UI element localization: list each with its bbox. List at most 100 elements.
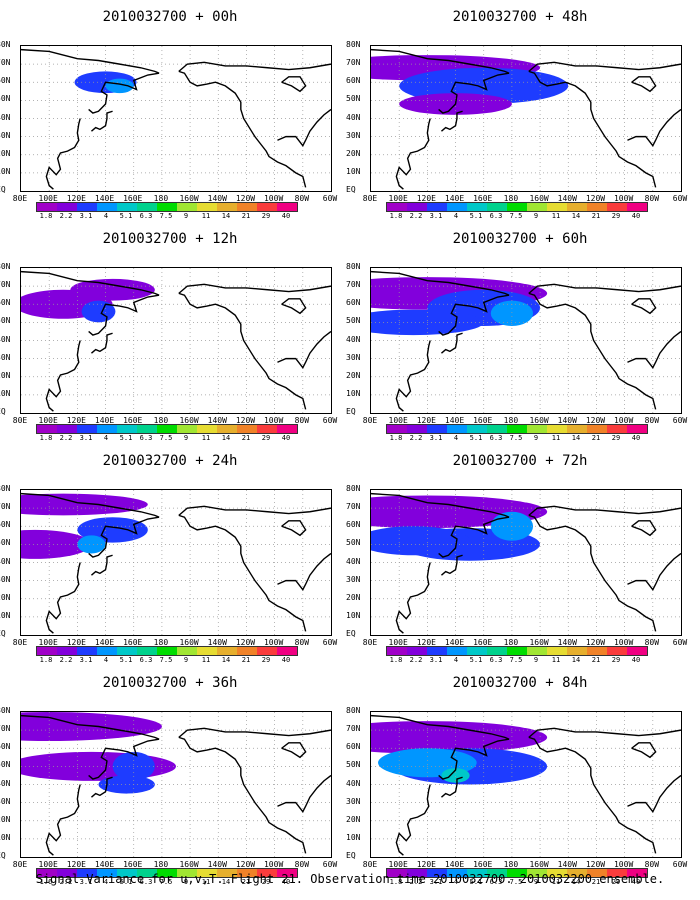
colorbar-label: 29 [611, 656, 621, 664]
x-axis-label: 180 [153, 416, 169, 425]
x-axis-label: 100W [263, 638, 284, 647]
y-axis-label: 80N [346, 262, 361, 271]
coastline [395, 784, 431, 856]
coastline [21, 48, 160, 74]
colorbar-label: 29 [261, 434, 271, 442]
map-svg [21, 712, 331, 857]
colorbar-label: 5.1 [469, 434, 483, 442]
colorbar-swatch [237, 203, 257, 211]
x-axis-label: 160W [529, 194, 549, 203]
panel-title: 2010032700 + 84h [452, 675, 588, 691]
coastline [440, 332, 463, 354]
y-axis-label: EQ [346, 185, 356, 194]
coastline [528, 514, 657, 632]
colorbar-label: 4 [453, 434, 459, 442]
colorbar-swatch [37, 647, 57, 655]
colorbar-label: 4 [103, 434, 109, 442]
x-axis-labels: 80E 100E 120E 140E 160E 180 160W 140W 120W 100W 80… [360, 194, 690, 204]
colorbar-label: 14 [571, 656, 581, 664]
y-axis-label: 30N [0, 130, 11, 140]
coastline [88, 738, 160, 780]
colorbar-swatch [407, 425, 427, 433]
x-axis-label: 60W [322, 638, 338, 647]
colorbar-swatch [407, 869, 427, 877]
colorbar-swatch [217, 203, 237, 211]
colorbar-label: 14 [221, 434, 231, 442]
x-axis-label: 80W [644, 416, 660, 425]
colorbar-label: 7.5 [159, 656, 173, 664]
coastline [631, 742, 657, 759]
map-plot-area [20, 45, 332, 192]
panel-title: 2010032700 + 00h [102, 9, 238, 25]
y-axis-label: 80N [0, 262, 11, 271]
coastline [631, 76, 657, 93]
colorbar-swatch [97, 647, 117, 655]
colorbar-swatch [627, 425, 647, 433]
x-axis-label: 100E [38, 638, 58, 647]
coastline [395, 340, 431, 412]
colorbar-label: 2.2 [409, 656, 423, 664]
x-axis-label: 140E [94, 194, 115, 203]
x-axis-label: 140W [207, 638, 227, 647]
colorbar-label: 29 [261, 656, 271, 664]
colorbar-label: 14 [221, 878, 231, 886]
x-axis-label: 160E [123, 416, 143, 425]
y-axis-label: 30N [0, 796, 11, 806]
y-axis-label: 50N [346, 760, 361, 770]
x-axis-label: 80E [362, 416, 378, 425]
colorbar-swatch [607, 869, 627, 877]
y-axis-label: 50N [346, 94, 361, 104]
panel-title: 2010032700 + 60h [452, 231, 588, 247]
map-svg [371, 268, 681, 413]
x-axis-label: 60W [672, 416, 688, 425]
colorbar-label: 1.6 [39, 878, 53, 886]
x-axis-label: 100W [613, 638, 634, 647]
colorbar-swatch [177, 203, 197, 211]
colorbar-label: 5.1 [119, 656, 133, 664]
y-axis-label: 40N [0, 112, 11, 122]
x-axis-label: 180 [503, 416, 519, 425]
variance-shading [490, 300, 534, 326]
x-axis-label: 80W [294, 860, 310, 869]
colorbar-swatch [507, 203, 527, 211]
colorbar-swatch [177, 425, 197, 433]
x-axis-label: 80E [12, 416, 28, 425]
y-axis-label: 60N [346, 76, 361, 86]
x-axis-label: 140E [444, 860, 465, 869]
x-axis-label: 80W [644, 860, 660, 869]
colorbar-swatch [277, 869, 297, 877]
y-axis-label: 70N [0, 724, 11, 734]
colorbar-label: 21 [591, 878, 601, 886]
colorbar-swatch [487, 425, 507, 433]
colorbar-swatch [237, 869, 257, 877]
variance-shading [441, 768, 470, 783]
colorbar-label: 11 [551, 656, 561, 664]
colorbar-label: 9 [183, 212, 189, 220]
colorbar [36, 202, 298, 212]
x-axis-label: 120W [235, 638, 256, 647]
coastline [45, 340, 81, 412]
coastline [277, 108, 331, 147]
coastline [45, 784, 81, 856]
colorbar-swatch [97, 203, 117, 211]
coastline [631, 298, 657, 315]
colorbar-swatch [77, 425, 97, 433]
x-axis-label: 100E [38, 860, 58, 869]
x-axis-labels: 80E 100E 120E 140E 160E 180 160W 140W 120W 100W 80… [10, 194, 340, 204]
coastline [438, 72, 510, 114]
y-axis-label: EQ [346, 407, 356, 416]
colorbar [386, 202, 648, 212]
y-axis-label: 50N [0, 316, 11, 326]
x-axis-labels: 80E 100E 120E 140E 160E 180 160W 140W 120W 100W 80… [360, 416, 690, 426]
y-axis-label: 50N [0, 94, 11, 104]
colorbar-swatch [137, 425, 157, 433]
x-axis-label: 120W [585, 638, 606, 647]
x-axis-label: 160W [529, 416, 549, 425]
colorbar-swatch [587, 203, 607, 211]
x-axis-label: 80W [294, 416, 310, 425]
x-axis-label: 80W [644, 194, 660, 203]
colorbar-label: 40 [631, 656, 641, 664]
colorbar-label: 9 [183, 878, 189, 886]
colorbar-swatch [257, 647, 277, 655]
colorbar-label: 21 [241, 434, 251, 442]
